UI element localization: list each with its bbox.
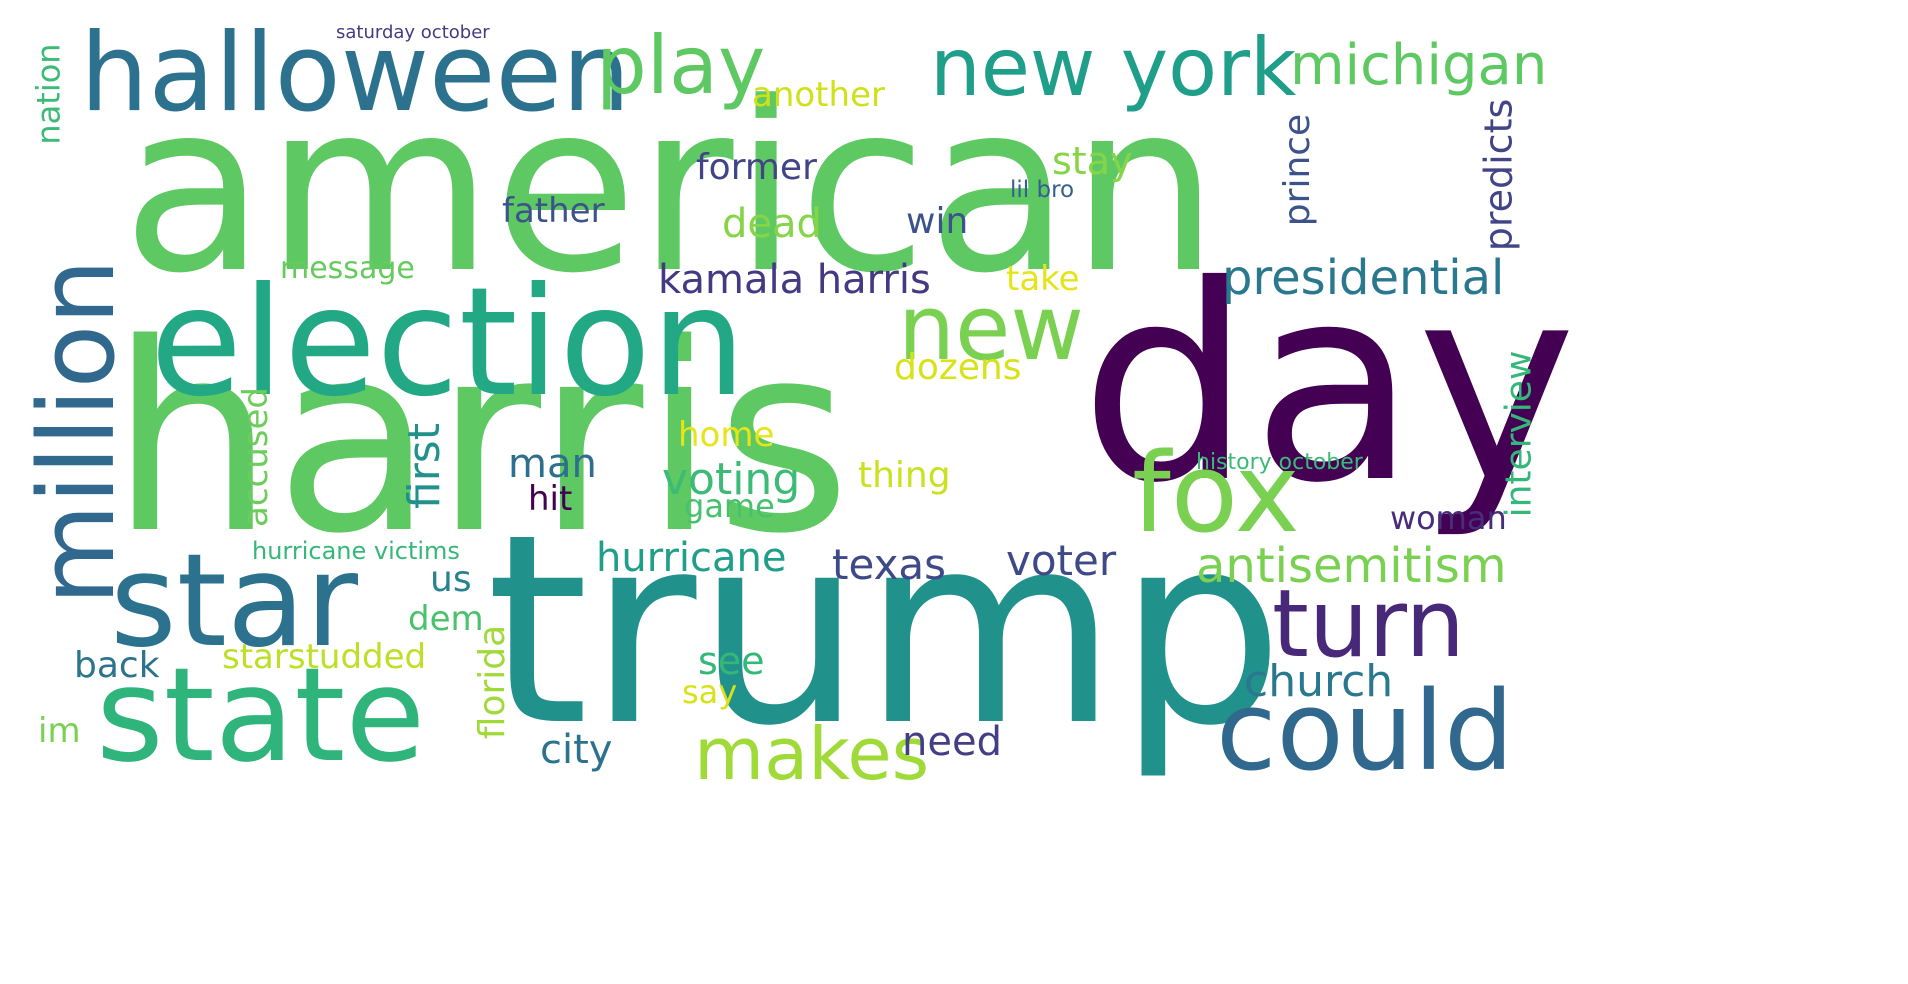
word-city: city [540, 727, 613, 773]
word-nation: nation [29, 43, 68, 145]
word-dozens: dozens [894, 347, 1022, 388]
word-predicts: predicts [1476, 98, 1521, 252]
word-first: first [398, 423, 450, 509]
word-makes: makes [694, 712, 930, 796]
word-interview: interview [1498, 350, 1540, 518]
word-kamala-harris: kamala harris [658, 257, 931, 303]
word-halloween: halloween [80, 11, 631, 136]
word-man: man [508, 441, 597, 487]
word-church: church [1244, 656, 1394, 707]
word-need: need [902, 719, 1002, 765]
word-message: message [280, 251, 415, 286]
word-win: win [906, 201, 969, 242]
word-im: im [38, 711, 81, 751]
word-history-october: history october [1196, 450, 1363, 475]
word-new: new [898, 276, 1085, 381]
word-woman: woman [1390, 499, 1507, 537]
word-harris: harris [110, 289, 852, 591]
word-hurricane-victims: hurricane victims [252, 537, 460, 565]
word-prince: prince [1277, 113, 1319, 227]
word-thing: thing [858, 455, 951, 496]
word-game: game [684, 487, 775, 525]
word-see: see [698, 639, 765, 683]
word-saturday-october: saturday october [336, 22, 490, 43]
word-starstudded: starstudded [222, 637, 427, 677]
word-play: play [596, 19, 766, 112]
word-back: back [74, 645, 160, 686]
word-presidential: presidential [1222, 250, 1505, 306]
word-antisemitism: antisemitism [1196, 538, 1507, 594]
word-voting: voting [662, 454, 801, 505]
word-turn: turn [1272, 570, 1466, 679]
word-state: state [96, 639, 426, 791]
word-texas: texas [832, 540, 947, 589]
word-accused: accused [235, 387, 276, 527]
word-another: another [752, 75, 885, 115]
word-election: election [150, 256, 747, 430]
word-voter: voter [1006, 536, 1117, 585]
word-fox: fox [1132, 429, 1300, 557]
word-lil-bro: lil bro [1010, 177, 1075, 203]
word-former: former [696, 147, 817, 188]
word-dead: dead [722, 201, 822, 247]
word-could: could [1216, 667, 1514, 795]
word-dem: dem [408, 599, 484, 639]
word-hit: hit [528, 479, 573, 519]
word-star: star [110, 527, 358, 676]
word-million: million [16, 258, 139, 606]
word-trump: trump [486, 478, 1285, 783]
word-say: say [682, 673, 738, 711]
word-new-york: new york [930, 21, 1297, 114]
word-american: american [122, 53, 1219, 325]
word-home: home [678, 415, 775, 455]
word-father: father [502, 191, 605, 231]
word-stay: stay [1052, 139, 1133, 183]
word-michigan: michigan [1290, 33, 1548, 98]
word-florida: florida [472, 624, 514, 740]
word-hurricane: hurricane [596, 535, 787, 581]
word-us: us [430, 559, 472, 600]
word-take: take [1006, 259, 1080, 299]
word-day: day [1080, 227, 1577, 542]
